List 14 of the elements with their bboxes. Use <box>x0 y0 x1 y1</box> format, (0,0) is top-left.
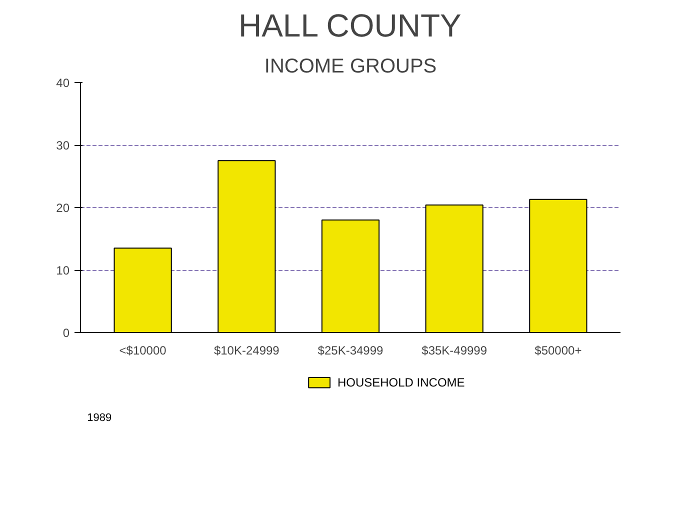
y-tick-label: 20 <box>56 201 70 215</box>
x-tick-label: $25K-34999 <box>318 344 384 358</box>
legend-label: HOUSEHOLD INCOME <box>337 376 465 390</box>
chart-subtitle: INCOME GROUPS <box>264 56 437 78</box>
y-tick-label: 10 <box>56 264 70 278</box>
y-tick-label: 30 <box>56 138 70 152</box>
x-tick-label: <$10000 <box>119 344 167 358</box>
x-tick-label: $10K-24999 <box>214 344 280 358</box>
y-tick-label: 40 <box>56 76 70 90</box>
x-tick-label: $35K-49999 <box>422 344 488 358</box>
y-tick-label: 0 <box>62 326 70 340</box>
text: 1989 <box>87 412 112 424</box>
x-tick-label: $50000+ <box>534 344 582 358</box>
chart-title: HALL COUNTY <box>238 8 462 44</box>
